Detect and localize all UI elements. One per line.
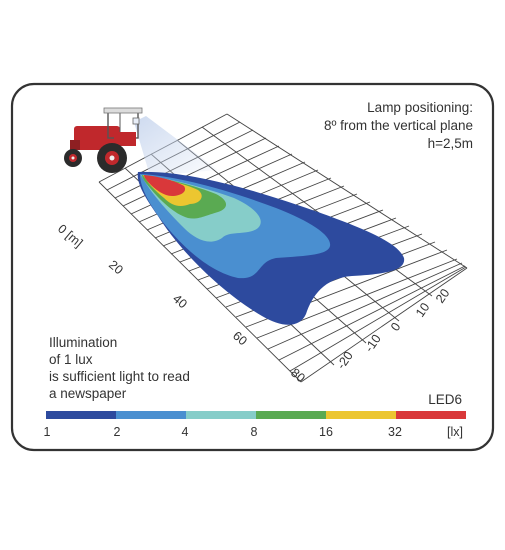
legend-tick-label: 2 bbox=[114, 425, 121, 439]
note-line: is sufficient light to read bbox=[49, 369, 190, 384]
note-line: Illumination bbox=[49, 335, 118, 350]
lamp-positioning-title: Lamp positioning: bbox=[367, 100, 473, 115]
note-line: of 1 lux bbox=[49, 352, 93, 367]
legend-tick-label: 32 bbox=[388, 425, 402, 439]
model-label: LED6 bbox=[428, 392, 462, 407]
legend-segment bbox=[256, 411, 326, 419]
y-tick-label: 10 bbox=[413, 300, 432, 319]
legend-tick-label: 16 bbox=[319, 425, 333, 439]
lamp-angle-text: 8º from the vertical plane bbox=[323, 118, 473, 133]
legend-segment bbox=[326, 411, 396, 419]
lux-legend-bar bbox=[46, 411, 466, 419]
legend-tick-label: 4 bbox=[182, 425, 189, 439]
legend-segment bbox=[116, 411, 186, 419]
y-tick-label: 20 bbox=[433, 286, 452, 305]
illumination-note: Illumination of 1 lux is sufficient ligh… bbox=[49, 334, 249, 402]
legend-tick-label: 8 bbox=[251, 425, 258, 439]
legend-tick-label: 1 bbox=[44, 425, 51, 439]
note-line: a newspaper bbox=[49, 386, 127, 401]
legend-segment bbox=[396, 411, 466, 419]
illumination-zones bbox=[137, 171, 405, 325]
light-beam bbox=[134, 116, 218, 176]
legend-segment bbox=[46, 411, 116, 419]
legend-unit-label: [lx] bbox=[447, 425, 463, 439]
tractor-illustration bbox=[64, 107, 143, 173]
legend-segment bbox=[186, 411, 256, 419]
lamp-positioning-info: Lamp positioning: 8º from the vertical p… bbox=[253, 99, 473, 153]
zone-32-lux bbox=[144, 175, 186, 196]
lamp-height-text: h=2,5m bbox=[427, 136, 473, 151]
